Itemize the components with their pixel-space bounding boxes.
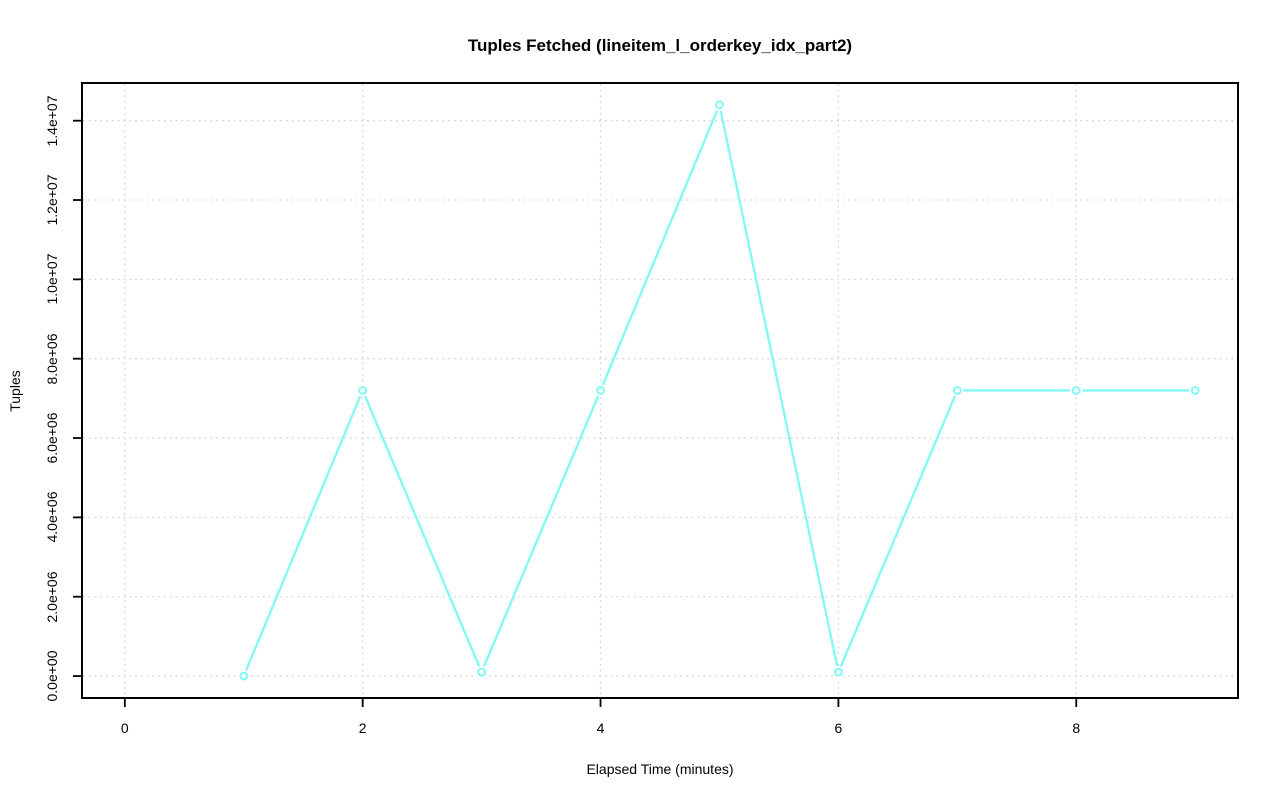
grid-lines (83, 84, 1237, 697)
chart-title: Tuples Fetched (lineitem_l_orderkey_idx_… (467, 36, 853, 55)
data-point (596, 386, 605, 395)
y-tick-label: 2.0e+06 (44, 571, 60, 623)
x-tick-label: 8 (1072, 720, 1081, 736)
x-tick-label: 0 (120, 720, 129, 736)
plot-frame (81, 82, 1239, 699)
y-tick-label: 1.2e+07 (44, 174, 60, 226)
y-tick-label: 0.0e+00 (44, 650, 60, 702)
data-point (715, 100, 724, 110)
data-point (833, 667, 843, 677)
data-point (358, 386, 368, 395)
y-tick-label: 1.0e+07 (44, 253, 60, 305)
data-point (1190, 386, 1200, 395)
x-tick-label: 4 (596, 720, 605, 736)
data-points (237, 98, 1202, 683)
x-axis-title: Elapsed Time (minutes) (586, 761, 734, 777)
y-tick-label: 6.0e+06 (44, 412, 60, 464)
y-tick-label: 4.0e+06 (44, 491, 60, 543)
y-tick-label: 8.0e+06 (44, 333, 60, 385)
x-tick-label: 2 (358, 720, 367, 736)
axis-ticks (73, 119, 1078, 707)
y-axis-title: Tuples (7, 370, 23, 412)
x-tick-label: 6 (834, 720, 843, 736)
y-tick-label: 1.4e+07 (44, 95, 60, 147)
data-line (242, 103, 1197, 678)
data-point (239, 671, 249, 681)
data-point (477, 667, 487, 677)
data-point (952, 386, 962, 395)
data-point (1071, 386, 1081, 395)
